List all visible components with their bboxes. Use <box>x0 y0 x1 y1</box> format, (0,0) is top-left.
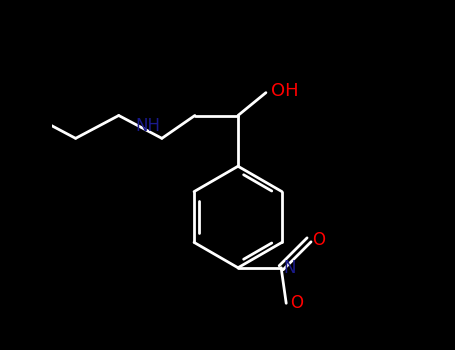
Text: OH: OH <box>271 82 299 100</box>
Text: O: O <box>313 231 325 249</box>
Text: O: O <box>290 294 303 312</box>
Text: N: N <box>283 259 295 277</box>
Text: NH: NH <box>135 117 160 135</box>
